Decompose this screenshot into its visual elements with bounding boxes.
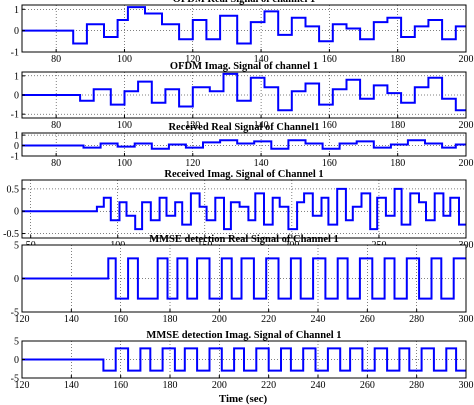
- axes-frame: [21, 132, 467, 157]
- y-tick-label: -5: [11, 374, 19, 385]
- y-tick-label: 0: [14, 274, 19, 285]
- y-tick-label: -1: [11, 110, 19, 121]
- signal-series-line: [22, 139, 466, 150]
- x-tick-label: 120: [185, 120, 200, 131]
- x-tick-label: 300: [459, 380, 474, 391]
- y-tick-label: 1: [14, 5, 19, 16]
- y-tick-label: 0: [14, 141, 19, 152]
- panel-6: 120 140 160 180 200 220 240 260 280 300 -5 0 5 MMSE d…: [11, 330, 474, 391]
- x-tick-label: 100: [117, 54, 132, 65]
- plot-area: [22, 5, 466, 52]
- y-tick-label: 5: [14, 241, 19, 252]
- x-tick-label: 200: [459, 120, 474, 131]
- x-tick-label: 140: [64, 380, 79, 391]
- x-tick-label: 240: [311, 314, 326, 325]
- x-tick-label: 140: [64, 314, 79, 325]
- x-tick-label: 260: [360, 314, 375, 325]
- x-tick-label: 80: [51, 54, 61, 65]
- x-tick-label: 300: [459, 314, 474, 325]
- panel-5: 120 140 160 180 200 220 240 260 280 300 -5 0 5 MMSE d…: [11, 234, 474, 325]
- x-tick-label: 160: [113, 314, 128, 325]
- x-tick-label: 220: [261, 380, 276, 391]
- x-axis-label: Time (sec): [219, 393, 268, 405]
- panel-3: 80 100 120 140 160 180 200 -101 Received Real Si…: [11, 122, 474, 169]
- x-tick-label: 180: [163, 314, 178, 325]
- x-tick-label: 180: [390, 54, 405, 65]
- x-tick-label: 280: [409, 314, 424, 325]
- x-tick-label: 200: [459, 158, 474, 169]
- panel-2: 80 100 120 140 160 180 200 -1 0 1 OFDM Imag. Signa…: [11, 61, 474, 131]
- x-tick-label: 160: [322, 158, 337, 169]
- x-tick-label: 120: [15, 314, 30, 325]
- panel-title: Received Real Signal of Channel1: [168, 122, 319, 133]
- x-tick-label: 200: [212, 314, 227, 325]
- y-tick-label: -5: [11, 308, 19, 319]
- x-tick-label: 100: [117, 158, 132, 169]
- panel-title: MMSE detection Imag. Signal of Channel 1: [146, 330, 341, 341]
- x-tick-label: 280: [409, 380, 424, 391]
- x-tick-label: 200: [212, 380, 227, 391]
- signal-series-line: [22, 187, 466, 231]
- signal-series-line: [22, 347, 466, 372]
- signal-series-line: [22, 72, 466, 112]
- panel-title: OFDM Real Signal of channel 1: [173, 0, 316, 5]
- y-tick-label: 1: [14, 131, 19, 142]
- y-tick-label: 1: [14, 71, 19, 82]
- y-tick-label: 0.5: [7, 184, 20, 195]
- y-tick-label: 5: [14, 337, 19, 348]
- x-tick-label: 120: [15, 380, 30, 391]
- x-tick-label: 180: [390, 158, 405, 169]
- x-tick-label: 80: [51, 158, 61, 169]
- x-tick-label: 80: [51, 120, 61, 131]
- y-tick-label: 0: [14, 26, 19, 37]
- y-tick-label: 0: [14, 207, 19, 218]
- x-tick-label: 120: [185, 54, 200, 65]
- x-tick-label: 140: [254, 54, 269, 65]
- x-tick-label: 100: [117, 120, 132, 131]
- x-tick-label: 140: [254, 120, 269, 131]
- axes-frame: [21, 4, 467, 53]
- x-tick-label: 220: [261, 314, 276, 325]
- y-tick-label: 0: [14, 91, 19, 102]
- x-tick-label: 180: [390, 120, 405, 131]
- panel-1: 80 100 120 140 160 180 200 -1 0 1 OFDM Real Signal…: [11, 0, 474, 65]
- y-tick-label: 0: [14, 355, 19, 366]
- x-tick-label: 200: [459, 54, 474, 65]
- signal-series-line: [22, 257, 466, 300]
- x-tick-label: 160: [113, 380, 128, 391]
- x-tick-label: 140: [254, 158, 269, 169]
- x-tick-label: 160: [322, 54, 337, 65]
- y-tick-label: -1: [11, 152, 19, 163]
- x-tick-label: 260: [360, 380, 375, 391]
- x-tick-label: 240: [311, 380, 326, 391]
- panel-title: OFDM Imag. Signal of channel 1: [170, 61, 318, 72]
- axes-frame: [21, 179, 467, 239]
- y-tick-label: -1: [11, 48, 19, 59]
- signal-series-line: [22, 6, 466, 45]
- panel-title: Received Imag. Signal of Channel 1: [164, 169, 323, 180]
- y-tick-label: -0.5: [3, 229, 19, 240]
- panel-title: MMSE detection Real Signal of Channel 1: [149, 234, 339, 245]
- x-tick-label: 160: [322, 120, 337, 131]
- x-tick-label: 120: [185, 158, 200, 169]
- x-tick-label: 180: [163, 380, 178, 391]
